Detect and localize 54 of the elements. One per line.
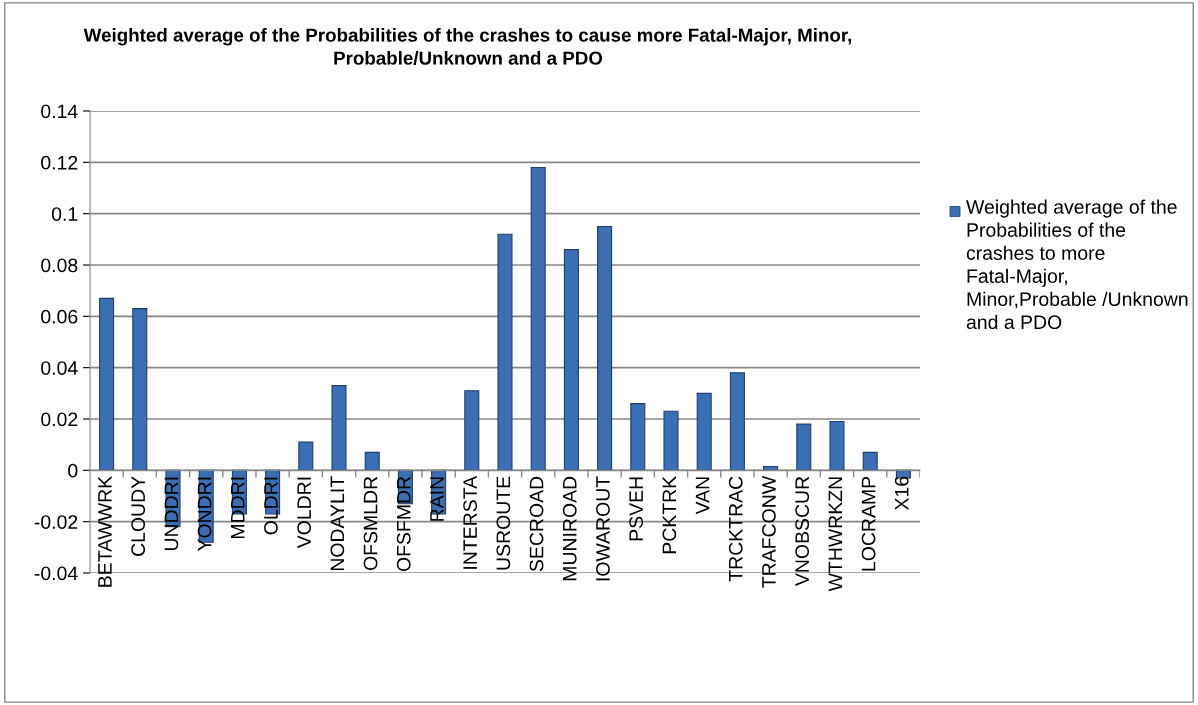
y-tick-label: 0.14 <box>41 104 78 119</box>
bar <box>597 225 613 471</box>
x-tick-label: MDDRI <box>231 477 245 539</box>
bar <box>663 410 679 471</box>
x-tick-label: WTHWRKZN <box>828 477 843 592</box>
y-tick-label: 0.02 <box>41 412 78 427</box>
bar <box>298 441 314 471</box>
x-tick-label: PCKTRK <box>662 476 677 554</box>
bar <box>563 249 579 471</box>
x-tick-label: YONDRI <box>197 477 212 552</box>
x-tick-label: RAIN <box>430 477 444 521</box>
x-tick-label: MUNIROAD <box>562 476 577 581</box>
y-tick-label: 0.1 <box>51 207 78 221</box>
x-tick-label: NODAYLIT <box>330 476 345 571</box>
bar <box>729 372 745 471</box>
legend-label: Weighted average of the Probabilities of the crashes to more Fatal-Major, Minor,Probable /Unknown and a PDO <box>966 199 1188 330</box>
y-tick-label: -0.04 <box>34 566 78 581</box>
bar <box>497 233 513 471</box>
x-tick-label: UNDDRI <box>164 477 179 550</box>
y-tick-label: 0.04 <box>41 361 78 375</box>
bar <box>331 385 347 471</box>
y-tick-label: 0 <box>68 463 78 478</box>
bar <box>530 166 546 471</box>
x-tick-label: USROUTE <box>496 476 511 570</box>
x-tick-label: IOWAROUT <box>596 476 610 581</box>
x-tick-label: TRAFCONW <box>762 475 776 588</box>
x-tick-label: PSVEH <box>629 477 644 541</box>
x-tick-label: VAN <box>695 477 710 515</box>
bar <box>464 390 480 471</box>
bar <box>796 423 812 471</box>
x-tick-label: LOCRAMP <box>861 476 876 571</box>
x-tick-label: SECROAD <box>529 476 544 572</box>
bar <box>364 451 380 471</box>
y-tick-label: 0.08 <box>41 258 78 273</box>
chart-title: Weighted average of the Probabilities of the crashes to cause more Fatal-Major, Minor, Probable/Unknown and a PDO <box>83 28 852 65</box>
bar <box>862 451 878 471</box>
y-tick-label: 0.06 <box>41 309 78 324</box>
x-tick-label: X16 <box>894 476 909 511</box>
bar <box>99 297 115 471</box>
bar <box>132 308 148 471</box>
bar <box>829 421 845 471</box>
x-tick-label: OFSFMDR <box>396 476 411 572</box>
x-tick-label: OLDRI <box>264 477 278 535</box>
y-tick-label: 0.12 <box>41 155 78 170</box>
x-tick-label: VNOBSCUR <box>795 476 810 587</box>
x-tick-label: OFSMLDR <box>363 476 378 571</box>
x-tick-label: VOLDRI <box>297 477 312 549</box>
y-tick-label: -0.02 <box>34 515 78 529</box>
bar <box>696 392 712 471</box>
x-tick-label: CLOUDY <box>131 476 146 556</box>
x-tick-label: TRCKTRAC <box>728 476 743 582</box>
x-tick-label: BETAWWRK <box>98 476 112 587</box>
x-tick-label: INTERSTA <box>463 475 478 569</box>
bar <box>630 403 646 471</box>
